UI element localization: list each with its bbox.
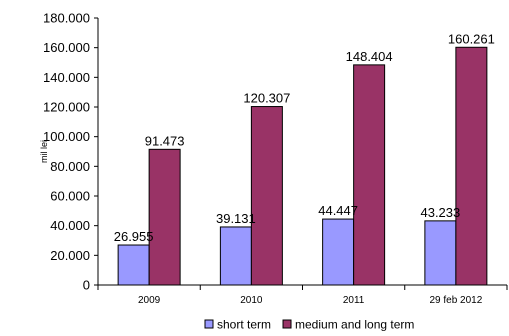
legend-label: short term — [217, 318, 271, 332]
y-tick-label: 120.000 — [43, 100, 90, 115]
y-tick-label: 80.000 — [50, 159, 90, 174]
legend-label: medium and long term — [295, 318, 414, 332]
y-tick-label: 160.000 — [43, 40, 90, 55]
bars — [117, 46, 488, 286]
data-label: 148.404 — [346, 49, 393, 64]
bar-short-term — [424, 220, 457, 286]
y-tick-label: 140.000 — [43, 70, 90, 85]
bar-medium-long-term — [250, 106, 283, 286]
bar-short-term — [117, 244, 150, 286]
x-tick-label: 2010 — [240, 295, 263, 306]
x-tick-label: 29 feb 2012 — [429, 295, 482, 306]
data-label: 91.473 — [145, 133, 185, 148]
data-labels: 26.955 91.473 39.131 120.307 44.447 148.404 43… — [114, 31, 495, 244]
legend: short term medium and long term — [204, 318, 414, 332]
y-axis: 0 20.000 40.000 60.000 80.000 100.000 120.000 1… — [43, 11, 99, 293]
y-tick-label: 40.000 — [50, 218, 90, 233]
bar-medium-long-term — [353, 64, 386, 286]
data-label: 39.131 — [216, 211, 256, 226]
x-tick-label: 2009 — [138, 295, 161, 306]
y-tick-label: 180.000 — [43, 11, 90, 26]
x-axis: 2009 2010 2011 29 feb 2012 — [97, 284, 508, 306]
bar-medium-long-term — [148, 148, 181, 286]
bar-short-term — [219, 226, 252, 286]
data-label: 26.955 — [114, 229, 154, 244]
y-tick-label: 100.000 — [43, 129, 90, 144]
y-tick-label: 0 — [83, 278, 90, 293]
data-label: 44.447 — [318, 203, 358, 218]
y-tick-label: 20.000 — [50, 248, 90, 263]
y-tick-label: 60.000 — [50, 189, 90, 204]
data-label: 160.261 — [448, 31, 495, 46]
legend-swatch — [282, 319, 292, 329]
data-label: 120.307 — [243, 91, 290, 106]
data-label: 43.233 — [420, 205, 460, 220]
y-axis-title: mil lei — [39, 140, 49, 163]
legend-swatch — [204, 319, 214, 329]
bar-medium-long-term — [455, 46, 488, 286]
x-tick-label: 2011 — [343, 295, 365, 306]
bar-short-term — [322, 218, 355, 286]
